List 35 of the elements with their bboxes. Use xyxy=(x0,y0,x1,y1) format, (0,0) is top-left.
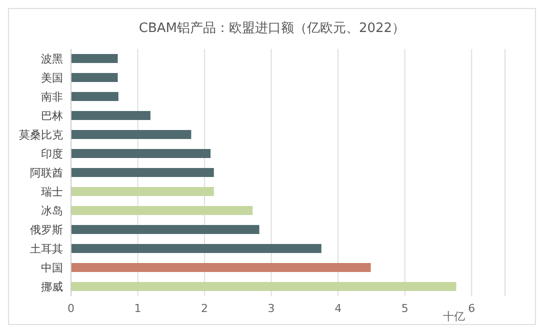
y-tick-label: 中国 xyxy=(41,261,63,274)
y-tick-label: 瑞士 xyxy=(41,185,63,198)
bar xyxy=(71,263,371,272)
x-tick-label: 0 xyxy=(68,302,74,315)
bar xyxy=(71,73,118,82)
bar xyxy=(71,168,214,177)
x-tick-label: 4 xyxy=(334,302,342,315)
x-tick-label: 6 xyxy=(468,302,476,315)
y-tick-label: 挪威 xyxy=(41,280,63,294)
y-tick-label: 南非 xyxy=(41,90,63,104)
y-tick-label: 巴林 xyxy=(41,109,63,122)
bar xyxy=(71,225,260,234)
bar xyxy=(71,206,253,215)
x-tick-label: 2 xyxy=(201,302,208,315)
bar xyxy=(71,54,118,63)
bar xyxy=(71,92,118,101)
chart-title: CBAM铝产品：欧盟进口额（亿欧元、2022） xyxy=(138,20,406,38)
y-tick-label: 波黑 xyxy=(41,52,63,66)
x-tick-label: 5 xyxy=(401,302,408,315)
x-axis-title: 十亿 xyxy=(443,310,465,323)
bar xyxy=(71,111,150,120)
y-tick-label: 冰岛 xyxy=(41,204,63,218)
bar xyxy=(71,187,214,196)
bar xyxy=(71,130,192,139)
y-tick-label: 印度 xyxy=(41,147,63,160)
y-tick-label: 土耳其 xyxy=(30,242,63,256)
x-tick-label: 1 xyxy=(134,302,142,315)
bar xyxy=(71,282,456,291)
y-tick-label: 莫桑比克 xyxy=(19,128,63,142)
y-tick-label: 美国 xyxy=(41,71,63,84)
bar xyxy=(71,149,211,158)
bar xyxy=(71,244,322,253)
y-tick-label: 俄罗斯 xyxy=(30,223,63,236)
y-tick-label: 阿联酋 xyxy=(30,166,63,180)
x-tick-label: 3 xyxy=(268,302,275,315)
